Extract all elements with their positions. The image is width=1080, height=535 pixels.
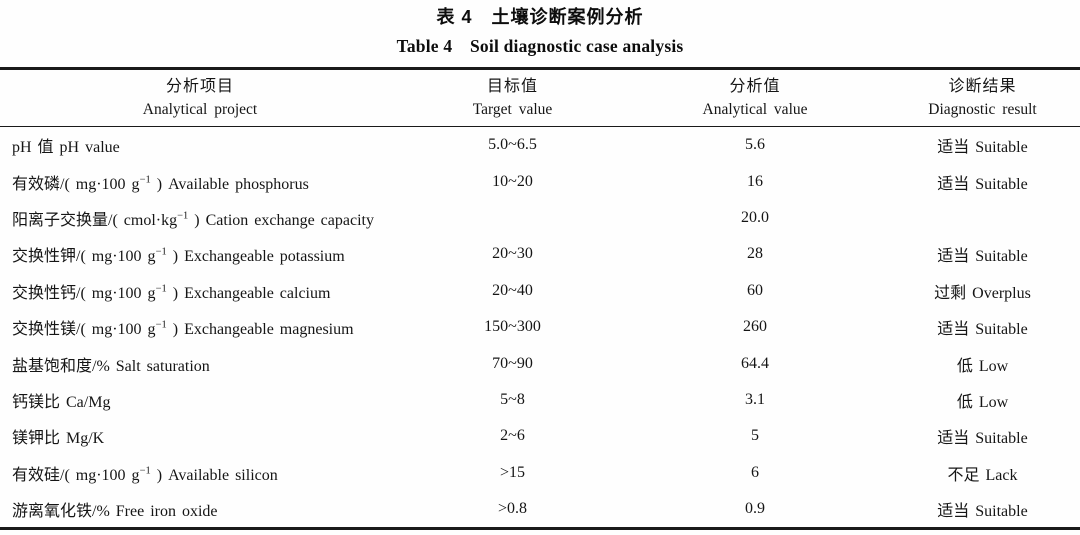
column-header-analytical-value: 分析值 Analytical value: [625, 68, 885, 127]
analytical-project-cell: 交换性钾/( mg·100 g−1 ) Exchangeable potassi…: [0, 236, 400, 272]
unit-superscript: −1: [155, 319, 167, 331]
column-header-en: Analytical project: [142, 101, 258, 118]
analytical-value-cell: 16: [747, 172, 763, 190]
table-row: 交换性镁/( mg·100 g−1 ) Exchangeable magnesi…: [0, 309, 1080, 345]
target-value-cell: [400, 200, 625, 236]
analytical-value-cell: 5.6: [745, 136, 765, 154]
column-header-zh: 目标值: [486, 78, 538, 95]
analytical-project-cell: 阳离子交换量/( cmol·kg−1 ) Cation exchange cap…: [0, 200, 400, 236]
column-header-en: Target value: [472, 101, 553, 118]
project-label: 阳离子交换量/( cmol·kg: [12, 211, 178, 229]
project-label-tail: ) Available phosphorus: [150, 175, 309, 193]
table-caption-zh: 表 4 土壤诊断案例分析: [436, 7, 644, 27]
analytical-project-cell: pH 值 pH value: [0, 127, 400, 164]
project-label: 镁钾比 Mg/K: [12, 430, 105, 448]
diagnostic-result-cell: 不足 Lack: [947, 466, 1018, 484]
unit-superscript: −1: [139, 174, 151, 186]
diagnostic-result-cell: 适当 Suitable: [937, 430, 1028, 448]
diagnostic-result-cell: 低 Low: [956, 393, 1009, 411]
project-label: 游离氧化铁/% Free iron oxide: [12, 503, 218, 521]
analytical-value-cell: 60: [747, 281, 763, 299]
unit-superscript: −1: [177, 210, 189, 222]
analytical-value-cell: 28: [747, 245, 763, 263]
analytical-project-cell: 有效硅/( mg·100 g−1 ) Available silicon: [0, 455, 400, 491]
project-label: 交换性钙/( mg·100 g: [12, 284, 156, 302]
diagnostic-result-cell: 过剩 Overplus: [934, 284, 1031, 302]
column-header-target-value: 目标值 Target value: [400, 68, 625, 127]
unit-superscript: −1: [139, 465, 151, 477]
target-value-cell: 2~6: [500, 427, 525, 445]
table-caption-en: Table 4 Soil diagnostic case analysis: [396, 36, 684, 56]
project-label: 有效硅/( mg·100 g: [12, 466, 140, 484]
column-header-diagnostic-result: 诊断结果 Diagnostic result: [885, 68, 1080, 127]
table-row: 有效硅/( mg·100 g−1 ) Available silicon >15…: [0, 455, 1080, 491]
diagnostic-result-cell: 适当 Suitable: [937, 321, 1028, 339]
project-label: 交换性钾/( mg·100 g: [12, 248, 156, 266]
analytical-value-cell: 3.1: [745, 390, 765, 408]
column-header-zh: 诊断结果: [948, 78, 1017, 95]
analytical-project-cell: 钙镁比 Ca/Mg: [0, 382, 400, 418]
table-row: 游离氧化铁/% Free iron oxide >0.8 0.9 适当 Suit…: [0, 491, 1080, 529]
unit-superscript: −1: [155, 283, 167, 295]
project-label-tail: ) Exchangeable potassium: [166, 248, 345, 266]
project-label: 有效磷/( mg·100 g: [12, 175, 140, 193]
soil-diagnostic-table: 分析项目 Analytical project 目标值 Target value…: [0, 67, 1080, 531]
diagnostic-result-cell: [885, 200, 1080, 236]
target-value-cell: 20~30: [492, 245, 533, 263]
analytical-value-cell: 20.0: [741, 208, 769, 226]
diagnostic-result-cell: 适当 Suitable: [937, 139, 1028, 157]
table-row: 交换性钙/( mg·100 g−1 ) Exchangeable calcium…: [0, 273, 1080, 309]
target-value-cell: 150~300: [484, 318, 541, 336]
target-value-cell: >0.8: [497, 500, 528, 518]
target-value-cell: >15: [499, 463, 526, 481]
analytical-value-cell: 0.9: [745, 500, 765, 518]
table-row: 交换性钾/( mg·100 g−1 ) Exchangeable potassi…: [0, 236, 1080, 272]
column-header-zh: 分析值: [729, 78, 781, 95]
analytical-value-cell: 5: [751, 427, 759, 445]
project-label: 钙镁比 Ca/Mg: [12, 393, 111, 411]
unit-superscript: −1: [155, 247, 167, 259]
analytical-value-cell: 64.4: [741, 354, 769, 372]
target-value-cell: 70~90: [492, 354, 533, 372]
column-header-en: Analytical value: [702, 101, 808, 118]
column-header-en: Diagnostic result: [928, 101, 1037, 118]
analytical-project-cell: 镁钾比 Mg/K: [0, 418, 400, 454]
target-value-cell: 5~8: [500, 390, 525, 408]
project-label: pH 值 pH value: [12, 139, 120, 157]
project-label-tail: ) Exchangeable calcium: [166, 284, 331, 302]
diagnostic-result-cell: 适当 Suitable: [937, 248, 1028, 266]
table-row: 钙镁比 Ca/Mg 5~8 3.1 低 Low: [0, 382, 1080, 418]
project-label: 交换性镁/( mg·100 g: [12, 321, 156, 339]
target-value-cell: 20~40: [492, 281, 533, 299]
analytical-project-cell: 交换性镁/( mg·100 g−1 ) Exchangeable magnesi…: [0, 309, 400, 345]
analytical-project-cell: 有效磷/( mg·100 g−1 ) Available phosphorus: [0, 163, 400, 199]
project-label-tail: ) Available silicon: [150, 466, 278, 484]
project-label-tail: ) Exchangeable magnesium: [166, 321, 354, 339]
analytical-project-cell: 游离氧化铁/% Free iron oxide: [0, 491, 400, 529]
analytical-value-cell: 260: [743, 318, 767, 336]
diagnostic-result-cell: 低 Low: [956, 357, 1009, 375]
analytical-project-cell: 盐基饱和度/% Salt saturation: [0, 345, 400, 381]
diagnostic-result-cell: 适当 Suitable: [937, 175, 1028, 193]
project-label-tail: ) Cation exchange capacity: [188, 211, 374, 229]
table-row: 盐基饱和度/% Salt saturation 70~90 64.4 低 Low: [0, 345, 1080, 381]
analytical-project-cell: 交换性钙/( mg·100 g−1 ) Exchangeable calcium: [0, 273, 400, 309]
column-header-analytical-project: 分析项目 Analytical project: [0, 68, 400, 127]
column-header-zh: 分析项目: [165, 78, 234, 95]
table-header-row: 分析项目 Analytical project 目标值 Target value…: [0, 68, 1080, 127]
table-row: 有效磷/( mg·100 g−1 ) Available phosphorus …: [0, 163, 1080, 199]
table-row: pH 值 pH value 5.0~6.5 5.6 适当 Suitable: [0, 127, 1080, 164]
target-value-cell: 10~20: [492, 172, 533, 190]
table-row: 镁钾比 Mg/K 2~6 5 适当 Suitable: [0, 418, 1080, 454]
target-value-cell: 5.0~6.5: [488, 136, 537, 154]
diagnostic-result-cell: 适当 Suitable: [937, 503, 1028, 521]
table-row: 阳离子交换量/( cmol·kg−1 ) Cation exchange cap…: [0, 200, 1080, 236]
project-label: 盐基饱和度/% Salt saturation: [12, 357, 210, 375]
analytical-value-cell: 6: [751, 463, 759, 481]
